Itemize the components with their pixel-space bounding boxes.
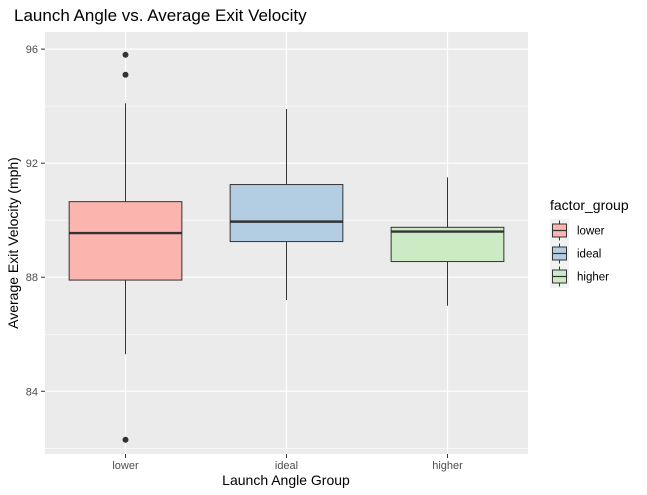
- y-tick-label: 92: [26, 158, 38, 170]
- chart-title: Launch Angle vs. Average Exit Velocity: [14, 6, 307, 25]
- legend-item-ideal: ideal: [550, 242, 601, 265]
- legend-item-higher: higher: [550, 265, 609, 288]
- y-tick-label: 84: [26, 386, 38, 398]
- outlier-point: [122, 436, 129, 443]
- box-iqr: [229, 184, 344, 243]
- outlier-point: [122, 71, 129, 78]
- legend-item-lower: lower: [550, 219, 605, 242]
- legend-label: lower: [577, 226, 605, 238]
- box-iqr: [390, 226, 505, 263]
- y-tick-label: 88: [26, 272, 38, 284]
- x-tick-label: ideal: [275, 460, 298, 472]
- legend-label: ideal: [577, 249, 601, 261]
- legend: factor_group lower ideal higher: [550, 197, 629, 288]
- box-ideal: [229, 108, 344, 301]
- y-tick-label: 96: [26, 44, 38, 56]
- outlier-point: [122, 51, 129, 58]
- box-lower: [68, 51, 183, 443]
- axes: 84 88 92 96 lower ideal higher: [26, 44, 463, 472]
- box-higher: [390, 177, 505, 306]
- x-tick-label: lower: [112, 460, 139, 472]
- y-axis-title: Average Exit Velocity (mph): [5, 157, 21, 329]
- x-axis-title: Launch Angle Group: [222, 472, 350, 488]
- legend-label: higher: [577, 272, 609, 284]
- x-tick-label: higher: [432, 460, 463, 472]
- legend-title: factor_group: [550, 197, 629, 213]
- boxplot-series: [68, 51, 505, 443]
- box-iqr: [68, 201, 183, 281]
